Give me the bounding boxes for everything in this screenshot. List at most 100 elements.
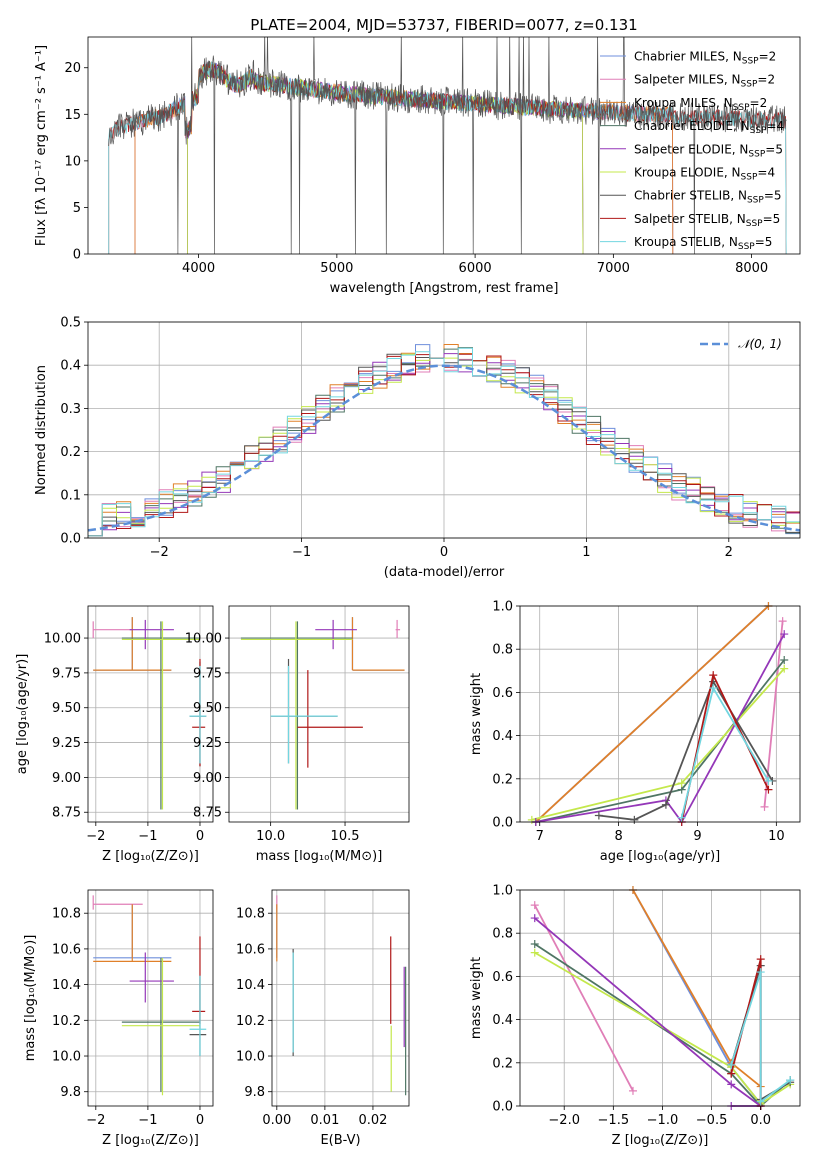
- axes-frame: [87, 889, 214, 1107]
- plot-area: Chabrier MILES, NSSP=2 Salpeter MILES, NS…: [108, 37, 787, 254]
- axes-frame: [87, 605, 214, 823]
- legend-entry: Kroupa STELIB, NSSP=5: [634, 235, 772, 252]
- x-tick-label: 0: [196, 1113, 204, 1128]
- y-tick-label: 10.4: [52, 978, 81, 993]
- figure-title: PLATE=2004, MJD=53737, FIBERID=0077, z=0…: [250, 16, 637, 34]
- plot-area: [92, 895, 207, 1096]
- plus-marker: [756, 955, 765, 964]
- axes-frame: [519, 605, 801, 823]
- panel-mass-vs-Z: −2 −1 0 9.8 10.0 10.2 10.4 10.6 10.8 Z [log₁₀(Z/Z…: [23, 889, 214, 1148]
- y-tick-label: 0.6: [492, 970, 513, 985]
- x-tick-label: −1.5: [598, 1113, 630, 1128]
- y-tick-label: 9.00: [193, 771, 222, 786]
- y-tick-label: 1.0: [492, 884, 513, 899]
- plus-marker: [727, 1080, 736, 1089]
- y-tick-label: 10.0: [52, 1050, 81, 1065]
- y-tick-label: 10.4: [236, 978, 265, 993]
- plus-marker: [778, 617, 787, 626]
- axes-frame: [87, 36, 801, 255]
- weight-line-kroupa-miles: [535, 605, 770, 823]
- panels-layer: Chabrier MILES, NSSP=2 Salpeter MILES, NS…: [15, 36, 801, 1148]
- x-axis-label: age [log₁₀(age/yr)]: [600, 849, 721, 864]
- y-axis-label: age [log₁₀(age/yr)]: [15, 654, 30, 775]
- plot-area: [276, 895, 407, 1096]
- legend-entry: Kroupa MILES, NSSP=2: [634, 96, 767, 113]
- x-tick-label: −2.0: [548, 1113, 580, 1128]
- panel-mass-vs-EBV: 0.00 0.01 0.02 9.8 10.0 10.2 10.4 10.6 10.8 E(B-V…: [236, 889, 410, 1148]
- panel-residuals: 𝒩(0, 1) −2 −1 0 1 2 0.0 0.1 0.2 0.3 0.4 0.5 (data-mo…: [34, 316, 801, 580]
- x-tick-label: −1: [138, 1113, 157, 1128]
- plus-marker: [780, 664, 789, 673]
- plus-marker: [727, 1060, 736, 1069]
- y-tick-label: 9.8: [60, 1085, 81, 1100]
- x-tick-label: 7000: [597, 261, 630, 276]
- y-tick-label: 0.5: [60, 316, 81, 331]
- axes-frame: [87, 321, 801, 539]
- x-tick-label: −1.0: [647, 1113, 679, 1128]
- plot-area: [92, 617, 207, 810]
- x-axis-label: E(B-V): [320, 1133, 360, 1148]
- x-tick-label: 5000: [320, 261, 353, 276]
- plus-marker: [756, 1097, 765, 1106]
- y-tick-label: 0.8: [492, 643, 513, 658]
- x-tick-label: 6000: [459, 261, 492, 276]
- legend-entry: Chabrier ELODIE, NSSP=4: [634, 119, 784, 136]
- histogram-salpeter-elodie: [88, 353, 800, 537]
- x-tick-label: 2: [725, 545, 733, 560]
- x-tick-label: −1: [138, 829, 157, 844]
- y-tick-label: 0.4: [492, 1013, 513, 1028]
- y-tick-label: 9.50: [193, 701, 222, 716]
- panel-mass-weight-vs-Z: −2.0 −1.5 −1.0 −0.5 0.0 0.0 0.2 0.4 0.6 0.8 1.0 Z […: [469, 884, 801, 1148]
- plus-marker: [630, 815, 639, 824]
- y-tick-label: 9.75: [52, 666, 81, 681]
- x-tick-label: 8: [614, 829, 622, 844]
- legend-entry: Salpeter STELIB, NSSP=5: [634, 212, 780, 229]
- x-tick-label: −2: [86, 1113, 105, 1128]
- x-tick-label: 10.0: [256, 829, 285, 844]
- y-tick-label: 0.0: [492, 1100, 513, 1115]
- y-tick-label: 0.1: [60, 488, 81, 503]
- y-tick-label: 10.00: [44, 632, 81, 647]
- axes-frame: [228, 605, 410, 823]
- y-tick-label: 0.6: [492, 686, 513, 701]
- x-tick-label: −2: [86, 829, 105, 844]
- x-axis-label: Z [log₁₀(Z/Z⊙)]: [612, 1133, 709, 1148]
- weight-line-kroupa-stelib: [730, 971, 791, 1104]
- x-tick-label: 0.02: [358, 1113, 387, 1128]
- x-tick-label: 4000: [182, 261, 215, 276]
- plus-marker: [756, 968, 765, 977]
- normal-curve: [87, 364, 801, 532]
- y-tick-label: 9.25: [52, 736, 81, 751]
- legend-entry: Kroupa ELODIE, NSSP=4: [634, 166, 775, 183]
- plus-marker: [677, 813, 686, 822]
- plus-marker: [530, 901, 539, 910]
- y-tick-label: 10.2: [52, 1014, 81, 1029]
- y-tick-label: 0.4: [60, 359, 81, 374]
- x-axis-label: Z [log₁₀(Z/Z⊙)]: [102, 849, 199, 864]
- plus-marker: [530, 940, 539, 948]
- weight-line-salpeter-miles: [763, 621, 784, 807]
- x-tick-label: −0.5: [696, 1113, 728, 1128]
- plus-marker: [780, 656, 789, 664]
- y-tick-label: 0.3: [60, 402, 81, 417]
- plus-marker: [661, 800, 670, 809]
- y-tick-label: 0: [73, 248, 81, 263]
- x-tick-label: 0: [196, 829, 204, 844]
- weight-line-salpeter-elodie: [535, 633, 785, 824]
- y-tick-label: 9.00: [52, 771, 81, 786]
- y-tick-label: 0.4: [492, 729, 513, 744]
- plus-marker: [780, 630, 789, 639]
- y-tick-label: 0.2: [60, 445, 81, 460]
- y-tick-label: 9.75: [193, 666, 222, 681]
- x-tick-label: −2: [150, 545, 169, 560]
- plus-marker: [594, 811, 603, 820]
- y-axis-label: mass weight: [469, 673, 484, 755]
- x-tick-label: 0.01: [310, 1113, 339, 1128]
- y-tick-label: 10.8: [52, 907, 81, 922]
- y-axis-label: Normed distribution: [34, 365, 49, 495]
- x-tick-label: 1: [582, 545, 590, 560]
- legend: Chabrier MILES, NSSP=2 Salpeter MILES, NS…: [600, 50, 784, 252]
- y-tick-label: 10: [64, 154, 81, 169]
- x-tick-label: 7: [536, 829, 544, 844]
